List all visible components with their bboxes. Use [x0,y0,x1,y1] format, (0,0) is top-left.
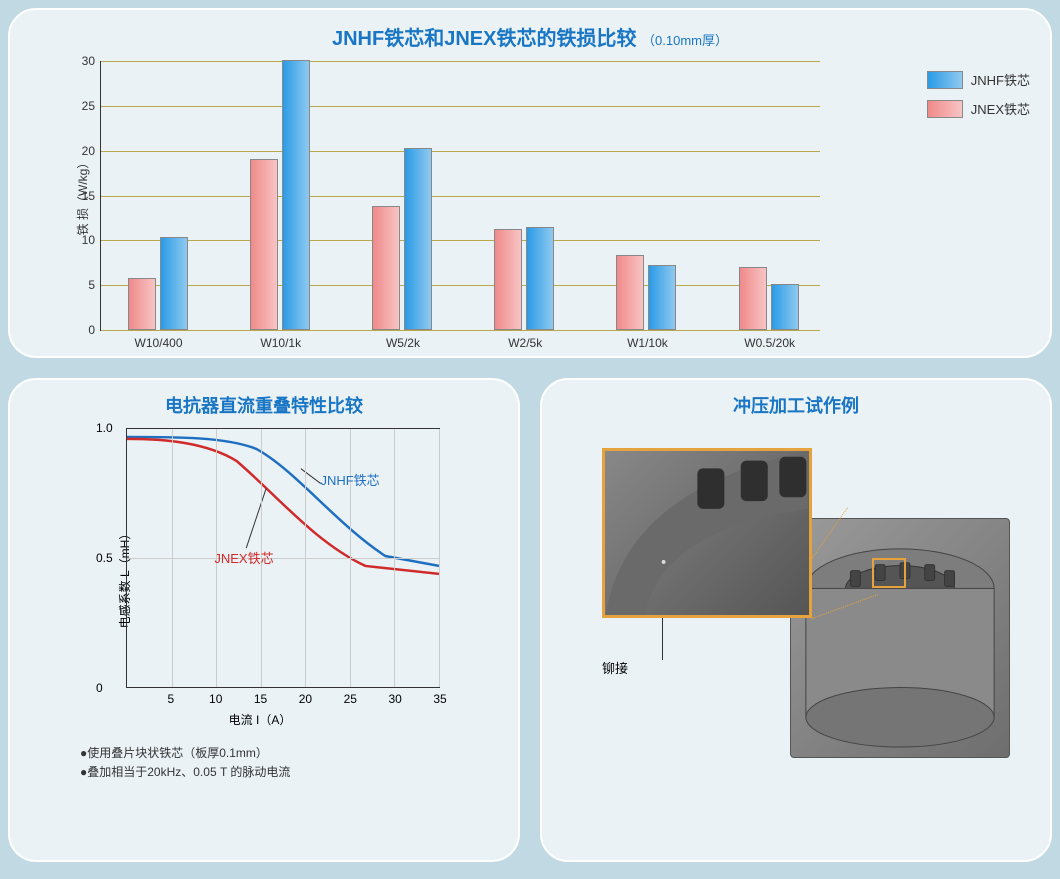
bar-group [372,148,434,330]
ytick: 30 [71,54,95,68]
ytick: 15 [71,189,95,203]
line-xlabel: 电流 I（A） [229,711,292,728]
gridline [101,240,820,241]
gridline [101,106,820,107]
jnex-swatch [927,100,963,118]
note-1: ●叠加相当于20kHz、0.05 T 的脉动电流 [80,763,498,782]
xtick: W10/1k [241,336,321,350]
ytick: 0 [96,681,103,695]
jnhf-swatch [927,71,963,89]
legend-jnhf-label: JNHF铁芯 [971,70,1030,89]
curve-label: JNHF铁芯 [320,470,379,489]
ytick: 5 [71,278,95,292]
jnex-bar [616,255,644,330]
gridline [101,151,820,152]
ytick: 10 [71,233,95,247]
grid-v [439,429,440,687]
curve-label: JNEX铁芯 [214,548,273,567]
jnhf-bar [282,60,310,330]
jnex-bar [739,267,767,330]
zoom-box [872,558,906,588]
jnex-bar [250,159,278,330]
grid-h [127,558,439,559]
title-main: JNHF铁芯和JNEX铁芯的铁损比较 [332,28,636,50]
reactor-panel: 电抗器直流重叠特性比较 电感系数 L（mH） JNHF铁芯JNEX铁芯 电流 I… [8,378,520,862]
ytick: 25 [71,99,95,113]
bar-legend: JNHF铁芯 JNEX铁芯 [927,70,1030,128]
xtick: W5/2k [363,336,443,350]
gridline [101,285,820,286]
ytick: 0 [71,323,95,337]
JNHF铁芯-curve [127,437,439,566]
xtick: 25 [344,692,357,706]
bar-group [494,227,556,330]
gridline [101,330,820,331]
jnhf-bar [771,284,799,330]
stamping-title: 冲压加工试作例 [562,392,1030,418]
photo-area: 铆接 [562,438,1030,818]
jnhf-bar [404,148,432,330]
bar-group [250,60,312,330]
jnex-bar [128,278,156,330]
xtick: 15 [254,692,267,706]
ytick: 0.5 [96,551,113,565]
xtick: W2/5k [485,336,565,350]
jnhf-bar [526,227,554,330]
gridline [101,196,820,197]
bottom-row: 电抗器直流重叠特性比较 电感系数 L（mH） JNHF铁芯JNEX铁芯 电流 I… [8,378,1052,862]
xtick: 5 [168,692,175,706]
bar-group [616,255,678,330]
bar-chart: 铁 损（W/kg） W10/400W10/1kW5/2kW2/5kW1/10kW… [100,61,820,331]
jnex-bar [494,229,522,330]
line-chart-wrap: 电感系数 L（mH） JNHF铁芯JNEX铁芯 电流 I（A） 51015202… [80,428,440,728]
reactor-title: 电抗器直流重叠特性比较 [30,392,498,418]
ytick: 1.0 [96,421,113,435]
note-0: ●使用叠片块状铁芯（板厚0.1mm） [80,744,498,763]
reactor-notes: ●使用叠片块状铁芯（板厚0.1mm） ●叠加相当于20kHz、0.05 T 的脉… [80,744,498,782]
xtick: W0.5/20k [730,336,810,350]
stator-icon [791,519,1009,757]
JNEX铁芯-curve [127,439,439,574]
jnhf-bar [648,265,676,330]
gridline [101,61,820,62]
caption-arrow [662,618,663,660]
detail-photo [602,448,812,618]
jnhf-bar [160,237,188,330]
legend-jnhf: JNHF铁芯 [927,70,1030,89]
title-sub: （0.10mm厚） [642,33,728,48]
xtick: 30 [388,692,401,706]
iron-loss-panel: JNHF铁芯和JNEX铁芯的铁损比较 （0.10mm厚） 铁 损（W/kg） W… [8,8,1052,358]
xtick: W10/400 [119,336,199,350]
bar-xticks: W10/400 W10/1k W5/2k W2/5k W1/10k W0.5/20k [101,332,820,352]
caption-text: 铆接 [602,658,628,677]
legend-jnex-label: JNEX铁芯 [971,99,1030,118]
xtick: 35 [433,692,446,706]
detail-icon [605,451,809,615]
xtick: 20 [299,692,312,706]
xtick: W1/10k [607,336,687,350]
legend-jnex: JNEX铁芯 [927,99,1030,118]
jnex-bar [372,206,400,330]
stator-photo [790,518,1010,758]
stamping-panel: 冲压加工试作例 [540,378,1052,862]
line-chart: JNHF铁芯 JNEX铁芯 [126,428,440,688]
bar-group [128,237,190,330]
ytick: 20 [71,144,95,158]
iron-loss-title: JNHF铁芯和JNEX铁芯的铁损比较 （0.10mm厚） [30,22,1030,51]
xtick: 10 [209,692,222,706]
bar-group [739,267,801,330]
